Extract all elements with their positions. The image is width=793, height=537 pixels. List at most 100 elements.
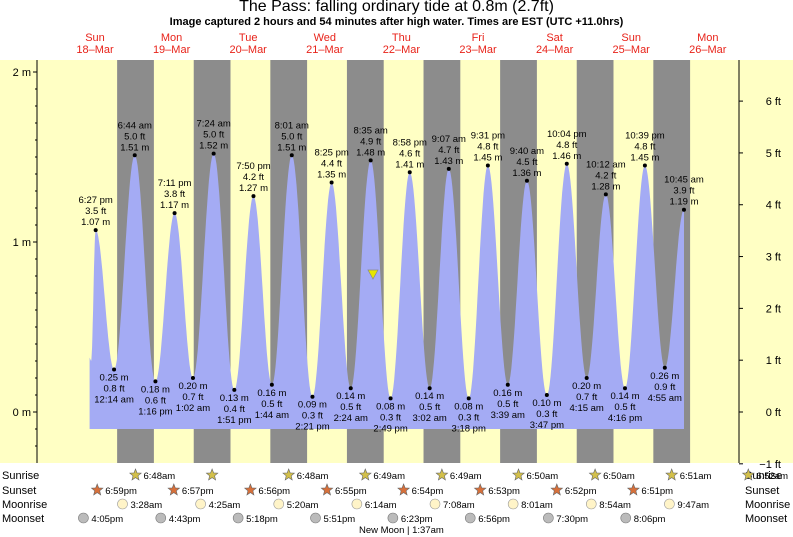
day-name-label: Mon — [697, 32, 718, 44]
moonset-icon — [620, 512, 632, 524]
tide-m-label: 1.35 m — [317, 170, 346, 181]
tide-area — [89, 153, 685, 429]
row-event-time: 6:54pm — [412, 486, 444, 497]
tide-ft-label: 4.9 ft — [360, 136, 381, 147]
tide-time-label: 2:49 pm — [373, 423, 407, 434]
tide-ft-label: 4.2 ft — [243, 172, 264, 183]
star-icon — [626, 483, 640, 496]
day-name-label: Sun — [621, 32, 641, 44]
tide-m-label: 1.27 m — [239, 183, 268, 194]
tide-time-label: 10:39 pm — [625, 131, 665, 142]
tide-time-label: 8:25 pm — [314, 148, 348, 159]
star-icon — [588, 468, 602, 481]
tide-time-label: 7:50 pm — [236, 161, 270, 172]
star-icon — [741, 468, 755, 481]
row-label-left: Moonset — [2, 513, 44, 525]
row-event-time: 7:08am — [443, 500, 475, 511]
day-date-label: 22–Mar — [383, 44, 421, 56]
tide-ft-label: 5.0 ft — [124, 131, 145, 142]
day-name-label: Wed — [314, 32, 336, 44]
row-label-right: Sunset — [745, 485, 779, 497]
tide-time-label: 1:51 pm — [217, 415, 251, 426]
tide-time-label: 8:01 am — [275, 120, 309, 131]
tide-extreme-point — [269, 382, 274, 387]
tide-ft-label: 0.5 ft — [497, 399, 518, 410]
tide-ft-label: 3.9 ft — [673, 186, 694, 197]
day-name-label: Thu — [392, 32, 411, 44]
day-date-label: 20–Mar — [230, 44, 268, 56]
tide-time-label: 2:24 am — [334, 413, 368, 424]
row-event-time: 6:52pm — [565, 486, 597, 497]
tide-m-label: 0.14 m — [336, 391, 365, 402]
tide-m-label: 1.43 m — [434, 156, 463, 167]
tide-m-label: 0.20 m — [178, 381, 207, 392]
star-icon — [473, 483, 487, 496]
row-event-time: 6:52am — [756, 471, 788, 482]
axes: 2 m 1 m 0 m 6 ft 5 ft 4 ft 3 ft 2 ft 1 ft 0 ft −1 … — [0, 60, 793, 471]
tide-extreme-point — [485, 163, 490, 168]
row-event-time: 6:49am — [373, 471, 405, 482]
tide-extreme-point — [662, 365, 667, 370]
tide-ft-label: 0.4 ft — [224, 404, 245, 415]
tide-extreme-point — [505, 382, 510, 387]
day-name-label: Sat — [546, 32, 563, 44]
tide-extreme-point — [190, 376, 195, 380]
tide-extreme-point — [132, 153, 137, 158]
chart-title: The Pass: falling ordinary tide at 0.8m … — [239, 0, 554, 15]
row-event-time: 8:01am — [521, 500, 553, 511]
day-name-label: Sun — [85, 32, 105, 44]
tide-m-label: 0.25 m — [100, 373, 129, 384]
tide-extreme-point — [544, 393, 549, 397]
tide-m-label: 1.51 m — [277, 142, 306, 153]
star-icon — [129, 468, 142, 481]
tide-extreme-point — [153, 379, 158, 384]
right-tick-label: −1 ft — [759, 459, 781, 471]
row-event-time: 6:14am — [365, 500, 397, 511]
tide-m-label: 0.16 m — [493, 388, 522, 399]
left-tick-label: 2 m — [13, 67, 31, 79]
day-date-label: 26–Mar — [689, 44, 727, 56]
moonset-icon — [387, 512, 399, 524]
tide-time-label: 4:16 pm — [608, 413, 642, 424]
tide-m-label: 0.26 m — [650, 371, 679, 382]
tide-extreme-point — [446, 166, 451, 171]
tide-ft-label: 4.7 ft — [438, 145, 459, 156]
tide-extreme-point — [524, 178, 529, 183]
tide-extreme-point — [388, 396, 393, 401]
tide-extreme-point — [211, 151, 216, 156]
tide-m-label: 0.09 m — [298, 400, 327, 411]
row-event-time: 6:56pm — [258, 486, 290, 497]
tide-ft-label: 0.3 ft — [536, 409, 557, 420]
tide-ft-label: 4.8 ft — [477, 142, 498, 153]
tide-ft-label: 0.3 ft — [380, 412, 401, 423]
star-icon — [205, 468, 219, 481]
tide-time-label: 10:45 am — [664, 175, 704, 186]
row-event-time: 5:51pm — [324, 514, 356, 525]
moonrise-icon — [507, 498, 519, 510]
star-icon — [550, 483, 564, 496]
tide-m-label: 1.19 m — [669, 197, 698, 208]
moonset-icon — [155, 512, 167, 524]
tide-time-label: 4:55 am — [648, 393, 682, 404]
tide-time-label: 2:21 pm — [295, 422, 329, 433]
right-tick-label: 0 ft — [766, 407, 781, 419]
tide-time-label: 4:15 am — [570, 403, 604, 414]
day-name-label: Tue — [239, 32, 258, 44]
row-event-time: 5:20am — [287, 500, 319, 511]
tide-m-label: 0.14 m — [415, 391, 444, 402]
day-labels: Sun18–MarMon19–MarTue20–MarWed21–MarThu2… — [76, 32, 726, 56]
day-date-label: 23–Mar — [459, 44, 497, 56]
tide-extreme-point — [603, 192, 608, 197]
tide-time-label: 6:27 pm — [79, 195, 113, 206]
tide-extreme-point — [112, 367, 117, 372]
row-event-time: 6:59pm — [105, 486, 137, 497]
row-event-time: 4:25am — [209, 500, 241, 511]
star-icon — [435, 468, 449, 481]
tide-ft-label: 0.3 ft — [302, 411, 323, 422]
tide-extreme-point — [93, 228, 98, 233]
star-icon — [243, 483, 257, 496]
left-axis-panel — [0, 60, 37, 463]
tide-extreme-point — [348, 386, 353, 391]
tide-time-label: 9:40 am — [510, 146, 544, 157]
